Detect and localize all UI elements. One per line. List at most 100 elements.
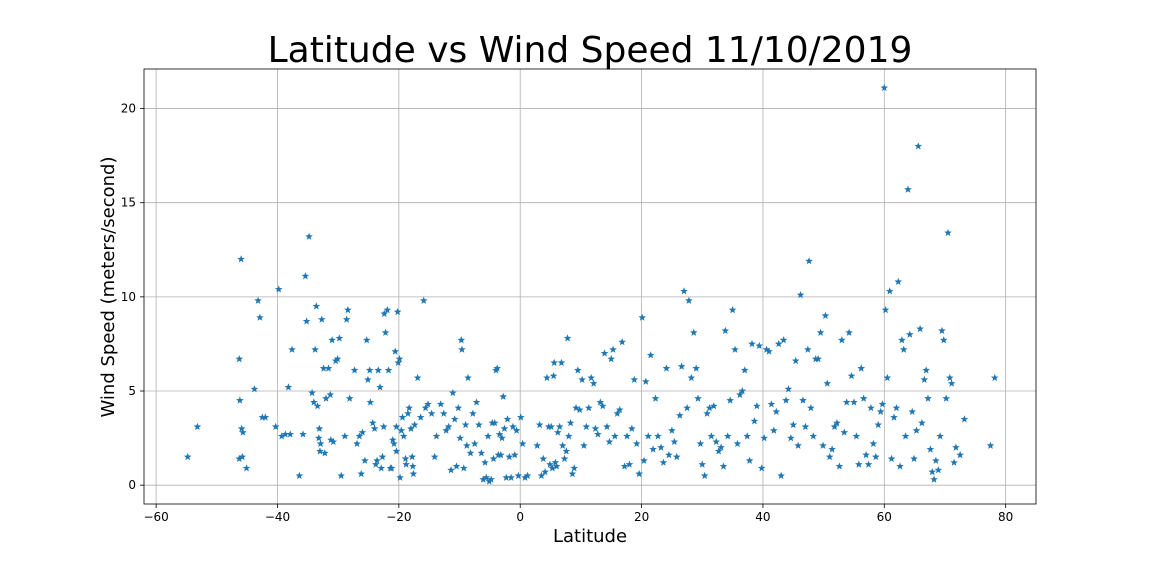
data-point: [370, 424, 379, 432]
y-tick-label: 15: [121, 196, 136, 210]
data-point: [537, 471, 546, 479]
data-point: [552, 462, 561, 470]
data-point: [789, 420, 798, 429]
data-point: [454, 403, 463, 412]
data-point: [548, 464, 557, 472]
data-point: [493, 364, 501, 372]
data-point: [743, 432, 751, 440]
data-point: [796, 290, 805, 299]
data-point: [932, 456, 940, 464]
data-point: [819, 441, 827, 449]
data-point: [726, 396, 734, 404]
data-point: [625, 460, 634, 468]
data-point: [183, 452, 192, 461]
data-point: [482, 473, 491, 481]
y-tick-label: 20: [121, 102, 136, 116]
data-point: [413, 373, 422, 382]
data-point: [835, 462, 844, 470]
data-point: [572, 403, 580, 412]
data-point: [676, 411, 684, 419]
data-point: [546, 460, 554, 468]
data-point: [432, 432, 441, 440]
data-point: [772, 407, 781, 415]
data-point: [928, 467, 937, 476]
data-point: [284, 383, 293, 391]
data-point: [830, 422, 839, 431]
data-point: [380, 309, 389, 318]
data-point: [317, 315, 326, 323]
data-point: [847, 371, 856, 380]
data-point: [562, 447, 571, 455]
data-point: [910, 454, 918, 463]
data-point: [261, 413, 270, 421]
data-point: [238, 452, 247, 461]
data-point: [566, 419, 575, 427]
data-point: [239, 428, 247, 436]
data-point: [908, 407, 917, 415]
data-point: [916, 324, 924, 333]
data-point: [235, 355, 244, 363]
data-point: [316, 439, 325, 447]
data-point: [533, 441, 542, 449]
data-point: [646, 351, 655, 359]
data-point: [782, 396, 790, 404]
data-point: [512, 426, 521, 434]
data-point: [398, 413, 407, 421]
x-tick-label: 60: [877, 510, 892, 524]
data-point: [880, 83, 889, 92]
data-point: [502, 473, 511, 481]
data-point: [321, 449, 329, 457]
data-point: [630, 375, 639, 383]
data-point: [899, 345, 908, 353]
data-point: [807, 403, 815, 412]
data-point: [481, 458, 489, 466]
data-point: [598, 402, 607, 410]
data-point: [365, 366, 374, 374]
data-point: [390, 439, 398, 447]
data-point: [714, 447, 723, 455]
x-tick-label: 0: [516, 510, 524, 524]
data-point: [753, 402, 761, 410]
data-point: [464, 373, 472, 382]
data-point: [430, 452, 439, 461]
data-point: [305, 232, 313, 240]
data-point: [271, 422, 280, 431]
data-point: [896, 462, 904, 470]
data-point: [396, 473, 404, 481]
data-point: [709, 402, 718, 410]
data-point: [580, 441, 588, 449]
data-point: [890, 413, 898, 421]
data-point: [472, 398, 481, 406]
data-point: [635, 469, 643, 478]
data-point: [444, 422, 453, 431]
data-point: [436, 400, 445, 408]
data-point: [578, 375, 586, 383]
data-point: [193, 422, 202, 431]
data-point: [620, 462, 629, 470]
data-point: [371, 460, 380, 468]
data-point: [901, 432, 910, 440]
data-point: [733, 439, 742, 447]
data-point: [518, 439, 527, 447]
data-point: [805, 257, 813, 265]
data-point: [738, 387, 747, 395]
data-point: [677, 362, 686, 370]
data-point: [523, 471, 532, 479]
data-point: [685, 296, 693, 304]
data-point: [883, 373, 892, 382]
data-point: [399, 432, 408, 440]
data-point: [459, 464, 468, 472]
chart-title: Latitude vs Wind Speed 11/10/2019: [268, 30, 913, 71]
data-point: [632, 439, 641, 447]
data-point: [596, 398, 605, 406]
data-point: [748, 339, 756, 348]
data-point: [288, 345, 296, 353]
data-point: [237, 255, 245, 263]
data-point: [689, 328, 698, 336]
data-point: [368, 419, 377, 427]
data-point: [395, 355, 404, 363]
data-point: [509, 422, 517, 431]
data-point: [564, 432, 573, 440]
data-point: [799, 396, 807, 404]
data-point: [551, 458, 560, 466]
